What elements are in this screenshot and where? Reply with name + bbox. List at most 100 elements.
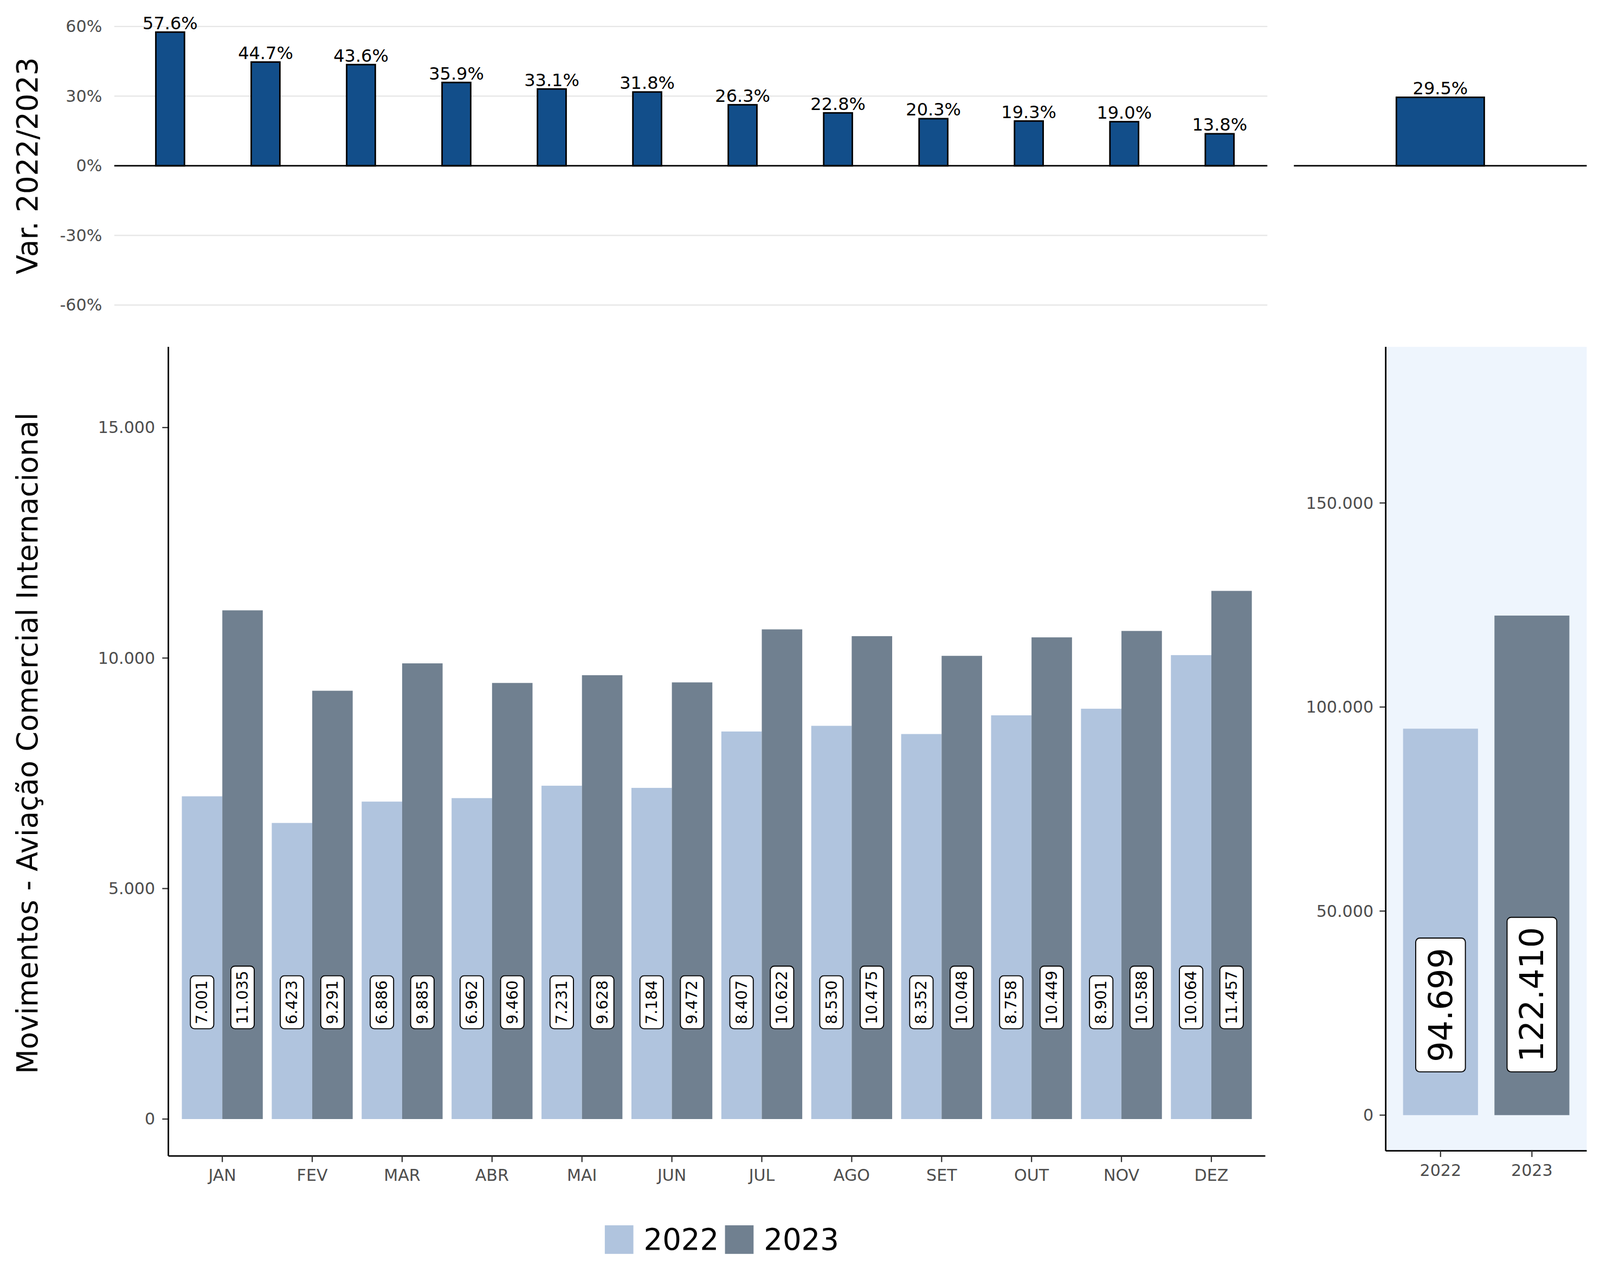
data-label-group: 9.291 <box>320 976 345 1030</box>
data-label: 10.622 <box>772 970 791 1025</box>
data-label: 29.5% <box>1413 78 1469 99</box>
x-tick-label: JAN <box>207 1165 236 1185</box>
y-tick-label: 150.000 <box>1306 493 1374 513</box>
data-label: 9.291 <box>323 980 342 1025</box>
data-label-box <box>1220 966 1244 1030</box>
bar <box>182 796 223 1120</box>
data-label-box <box>1507 917 1558 1073</box>
y-tick-label: 15.000 <box>98 417 156 437</box>
data-label-group: 122.410 <box>1507 917 1558 1073</box>
data-label-box <box>320 976 345 1030</box>
bar <box>811 725 853 1120</box>
bar <box>672 682 713 1120</box>
bar <box>1396 97 1485 166</box>
bar <box>1205 133 1235 166</box>
data-label: 31.8% <box>619 72 675 94</box>
x-tick-label: JUN <box>656 1165 687 1185</box>
x-tick <box>671 1156 673 1163</box>
data-label-box <box>1089 976 1113 1030</box>
bar <box>1170 655 1212 1120</box>
y-tick-label: 60% <box>65 16 102 36</box>
data-label-box <box>680 976 704 1030</box>
data-label-group: 9.628 <box>590 976 614 1030</box>
data-label-group: 9.885 <box>410 976 435 1030</box>
bar <box>1080 708 1122 1120</box>
data-label-box <box>1040 966 1064 1030</box>
bar <box>582 675 623 1120</box>
data-label: 26.3% <box>714 85 771 107</box>
legend-label: 2023 <box>763 1222 840 1257</box>
x-tick-label: 2022 <box>1419 1160 1462 1180</box>
legend-key <box>725 1225 754 1255</box>
data-label-group: 6.886 <box>370 976 394 1030</box>
data-label: 9.472 <box>682 980 701 1025</box>
y-tick <box>162 888 169 890</box>
data-label: 7.231 <box>552 980 571 1025</box>
data-label-box <box>999 976 1023 1030</box>
x-tick-label: SET <box>926 1165 958 1185</box>
data-label: 33.1% <box>524 69 580 91</box>
x-axis <box>168 1155 1266 1158</box>
bar <box>271 823 313 1120</box>
zero-line <box>114 165 1268 167</box>
data-label-box <box>410 976 435 1030</box>
x-tick <box>221 1156 223 1163</box>
x-tick <box>491 1156 493 1163</box>
bars <box>156 31 1235 166</box>
x-tick <box>1030 1156 1032 1163</box>
bar <box>312 691 353 1120</box>
bar <box>222 610 263 1120</box>
bar <box>721 731 763 1120</box>
y-tick <box>1379 706 1386 708</box>
data-label-box <box>370 976 394 1030</box>
legend-key <box>604 1225 634 1255</box>
chart: -60%-30%0%30%60%57.6%44.7%43.6%35.9%33.1… <box>0 0 1600 1280</box>
y-tick <box>162 1118 169 1120</box>
bars <box>1396 97 1485 166</box>
data-label: 10.064 <box>1182 970 1200 1025</box>
x-tick <box>940 1156 943 1163</box>
data-label: 9.460 <box>503 980 522 1025</box>
y-tick <box>162 657 169 659</box>
bar <box>1211 590 1253 1120</box>
grid-line <box>114 26 1268 28</box>
data-label-box <box>460 976 484 1030</box>
y-axis-title: Var. 2022/2023 <box>10 57 44 275</box>
data-label: 6.962 <box>462 980 481 1025</box>
bar <box>631 788 673 1120</box>
data-label-group: 10.588 <box>1130 966 1154 1030</box>
data-label: 8.901 <box>1092 980 1111 1025</box>
legend: 20222023 <box>604 1222 840 1257</box>
bar <box>1121 630 1163 1120</box>
data-label: 19.3% <box>1001 101 1057 123</box>
data-label: 94.699 <box>1421 947 1460 1063</box>
grid-line <box>114 234 1268 236</box>
bar <box>1494 615 1570 1116</box>
data-label-box <box>730 976 754 1030</box>
x-axis <box>1385 1150 1587 1152</box>
data-label-box <box>500 976 525 1030</box>
bar <box>1403 728 1479 1116</box>
data-label: 44.7% <box>237 42 294 64</box>
y-tick-label: 0 <box>144 1110 156 1129</box>
data-label: 35.9% <box>428 63 485 85</box>
y-tick <box>1379 910 1386 912</box>
data-label-box <box>280 976 304 1030</box>
bar <box>851 636 893 1120</box>
panel-background <box>1385 346 1587 1152</box>
y-tick-label: -30% <box>59 226 102 245</box>
y-tick-label: 10.000 <box>98 648 156 668</box>
background <box>0 0 1600 1280</box>
bars <box>1403 615 1570 1116</box>
data-label: 10.588 <box>1132 970 1151 1025</box>
bar <box>762 629 803 1120</box>
bar <box>346 64 376 166</box>
y-tick-label: 5.000 <box>108 879 156 899</box>
x-tick-label: DEZ <box>1194 1165 1229 1185</box>
data-label-group: 8.530 <box>819 976 843 1030</box>
data-label: 9.628 <box>593 980 612 1025</box>
data-label-box <box>1179 966 1203 1030</box>
data-label-box <box>770 966 794 1030</box>
zero-line <box>1293 165 1587 167</box>
bar <box>919 118 948 166</box>
